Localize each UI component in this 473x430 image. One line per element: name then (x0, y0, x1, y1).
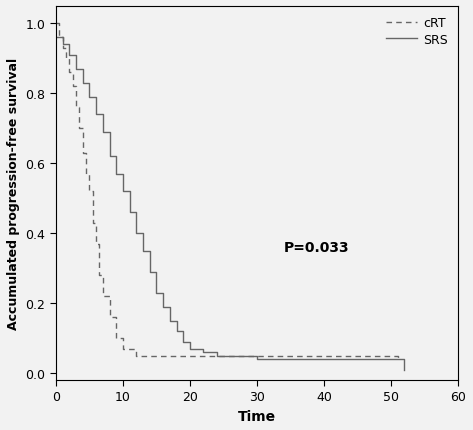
SRS (154, 290, 159, 295)
cRT (83, 172, 89, 177)
cRT (154, 353, 159, 358)
cRT (73, 105, 79, 111)
Line: cRT: cRT (56, 25, 398, 359)
SRS (167, 304, 173, 310)
cRT (87, 189, 92, 194)
cRT (60, 46, 65, 51)
cRT (120, 346, 126, 351)
cRT (80, 151, 86, 156)
cRT (114, 336, 119, 341)
cRT (90, 189, 96, 194)
SRS (100, 130, 105, 135)
cRT (133, 346, 139, 351)
SRS (160, 290, 166, 295)
cRT (83, 151, 89, 156)
cRT (70, 85, 76, 90)
cRT (93, 242, 99, 247)
Legend: cRT, SRS: cRT, SRS (382, 13, 452, 50)
cRT (154, 353, 159, 358)
cRT (87, 172, 92, 177)
cRT (77, 126, 82, 132)
cRT (80, 126, 86, 132)
cRT (120, 336, 126, 341)
cRT (60, 36, 65, 41)
cRT (100, 273, 105, 278)
SRS (53, 36, 59, 41)
SRS (187, 346, 193, 351)
cRT (133, 353, 139, 358)
SRS (241, 353, 246, 358)
X-axis label: Time: Time (238, 409, 276, 423)
cRT (96, 242, 102, 247)
cRT (56, 36, 62, 41)
Text: P=0.033: P=0.033 (284, 240, 350, 254)
cRT (395, 353, 401, 358)
cRT (67, 57, 72, 62)
SRS (402, 367, 407, 372)
cRT (395, 357, 401, 362)
cRT (63, 57, 69, 62)
cRT (100, 294, 105, 299)
cRT (53, 22, 59, 27)
Line: SRS: SRS (56, 38, 404, 370)
cRT (70, 71, 76, 76)
cRT (96, 273, 102, 278)
cRT (107, 294, 113, 299)
cRT (93, 221, 99, 226)
cRT (67, 71, 72, 76)
cRT (107, 315, 113, 320)
cRT (73, 85, 79, 90)
cRT (56, 22, 62, 27)
Y-axis label: Accumulated progression-free survival: Accumulated progression-free survival (7, 58, 20, 329)
cRT (63, 46, 69, 51)
cRT (77, 105, 82, 111)
cRT (90, 221, 96, 226)
cRT (114, 315, 119, 320)
